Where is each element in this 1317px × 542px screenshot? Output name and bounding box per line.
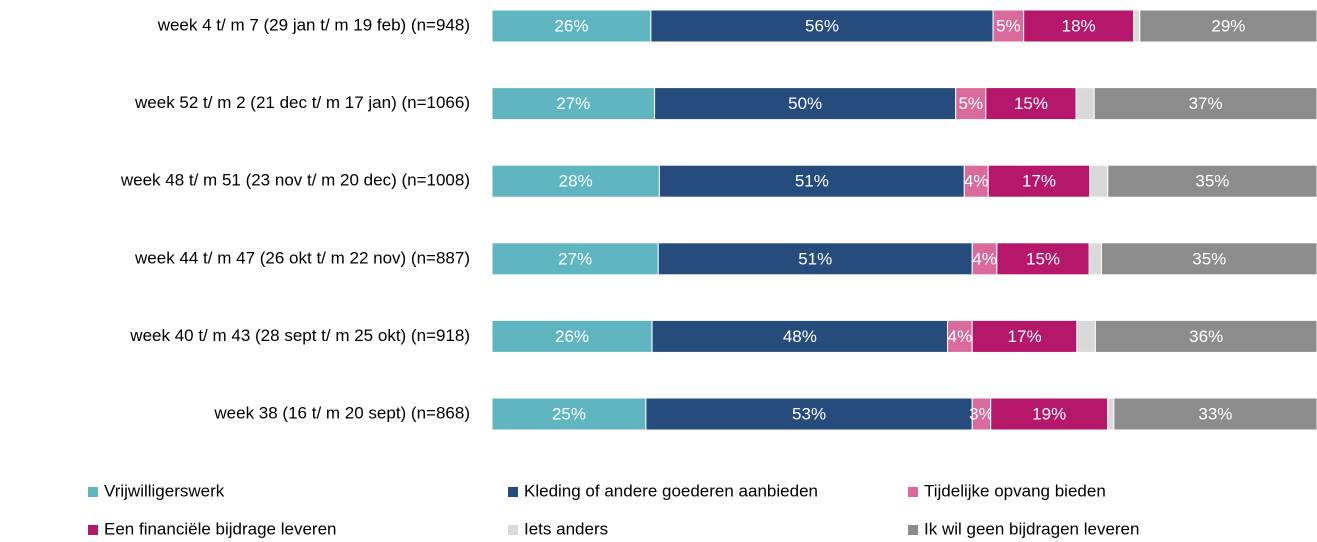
- bar-segment: [992, 9, 1025, 43]
- bar-segment: [1094, 319, 1317, 353]
- legend-swatch: [508, 525, 518, 535]
- value-label: 37%: [1189, 94, 1223, 113]
- legend-swatch: [508, 487, 518, 497]
- bar-segment: [971, 319, 1078, 353]
- bar-segment: [654, 87, 957, 121]
- bar-segment: [645, 397, 973, 431]
- value-label: 56%: [805, 16, 839, 35]
- value-label: 28%: [559, 172, 593, 191]
- value-label: 4%: [964, 172, 989, 191]
- value-label: 29%: [1211, 16, 1245, 35]
- legend-swatch: [88, 487, 98, 497]
- value-label: 27%: [556, 94, 590, 113]
- legend-label: Vrijwilligerswerk: [104, 481, 225, 500]
- value-label: 17%: [1008, 327, 1042, 346]
- value-label: 50%: [788, 94, 822, 113]
- bar-segment: [491, 242, 659, 276]
- legend-label: Iets anders: [524, 519, 608, 538]
- value-label: 51%: [798, 249, 832, 268]
- value-label: 27%: [558, 249, 592, 268]
- legend-label: Tijdelijke opvang bieden: [924, 481, 1106, 500]
- bar-segment: [1113, 397, 1317, 431]
- bar-segment: [971, 242, 998, 276]
- value-label: 18%: [1062, 16, 1096, 35]
- legend-label: Kleding of andere goederen aanbieden: [524, 481, 818, 500]
- value-label: 53%: [792, 404, 826, 423]
- category-label: week 38 (16 t/ m 20 sept) (n=868): [213, 403, 470, 422]
- value-label: 17%: [1022, 172, 1056, 191]
- value-label: 4%: [972, 249, 997, 268]
- bar-segment: [651, 319, 949, 353]
- value-label: 35%: [1195, 172, 1229, 191]
- category-label: week 40 t/ m 43 (28 sept t/ m 25 okt) (n…: [129, 326, 470, 345]
- legend-swatch: [908, 487, 918, 497]
- bar-segment: [650, 9, 994, 43]
- category-label: week 4 t/ m 7 (29 jan t/ m 19 feb) (n=94…: [157, 15, 470, 34]
- bar-segment: [491, 164, 660, 198]
- bar-segment: [947, 319, 973, 353]
- category-label: week 52 t/ m 2 (21 dec t/ m 17 jan) (n=1…: [134, 93, 470, 112]
- value-label: 15%: [1026, 249, 1060, 268]
- value-label: 33%: [1198, 404, 1232, 423]
- category-label: week 48 t/ m 51 (23 nov t/ m 20 dec) (n=…: [120, 171, 470, 190]
- value-label: 4%: [948, 327, 973, 346]
- value-label: 51%: [795, 172, 829, 191]
- value-label: 15%: [1014, 94, 1048, 113]
- legend-label: Een financiële bijdrage leveren: [104, 519, 337, 538]
- bar-segment: [657, 242, 973, 276]
- bar-segment: [996, 242, 1090, 276]
- value-label: 5%: [996, 16, 1021, 35]
- value-label: 26%: [554, 16, 588, 35]
- value-label: 5%: [958, 94, 983, 113]
- bar-segment: [1107, 397, 1115, 431]
- legend-swatch: [908, 525, 918, 535]
- bar-segment: [1088, 242, 1103, 276]
- bar-segment: [990, 397, 1109, 431]
- bar-segment: [1139, 9, 1317, 43]
- value-label: 19%: [1032, 404, 1066, 423]
- bar-segment: [1093, 87, 1317, 121]
- bar-segment: [1107, 164, 1317, 198]
- value-label: 35%: [1192, 249, 1226, 268]
- category-label: week 44 t/ m 47 (26 okt t/ m 22 nov) (n=…: [134, 248, 470, 267]
- value-label: 3%: [969, 404, 994, 423]
- bar-segment: [987, 164, 1091, 198]
- value-label: 36%: [1189, 327, 1223, 346]
- value-label: 48%: [783, 327, 817, 346]
- bar-segment: [491, 9, 652, 43]
- bar-segment: [491, 319, 653, 353]
- value-label: 25%: [552, 404, 586, 423]
- value-label: 26%: [555, 327, 589, 346]
- legend-label: Ik wil geen bijdragen leveren: [924, 519, 1139, 538]
- bar-segment: [1075, 87, 1095, 121]
- bar-segment: [491, 87, 656, 121]
- legend-swatch: [88, 525, 98, 535]
- bar-segment: [1076, 319, 1096, 353]
- bar-segment: [1133, 9, 1141, 43]
- bar-segment: [1089, 164, 1109, 198]
